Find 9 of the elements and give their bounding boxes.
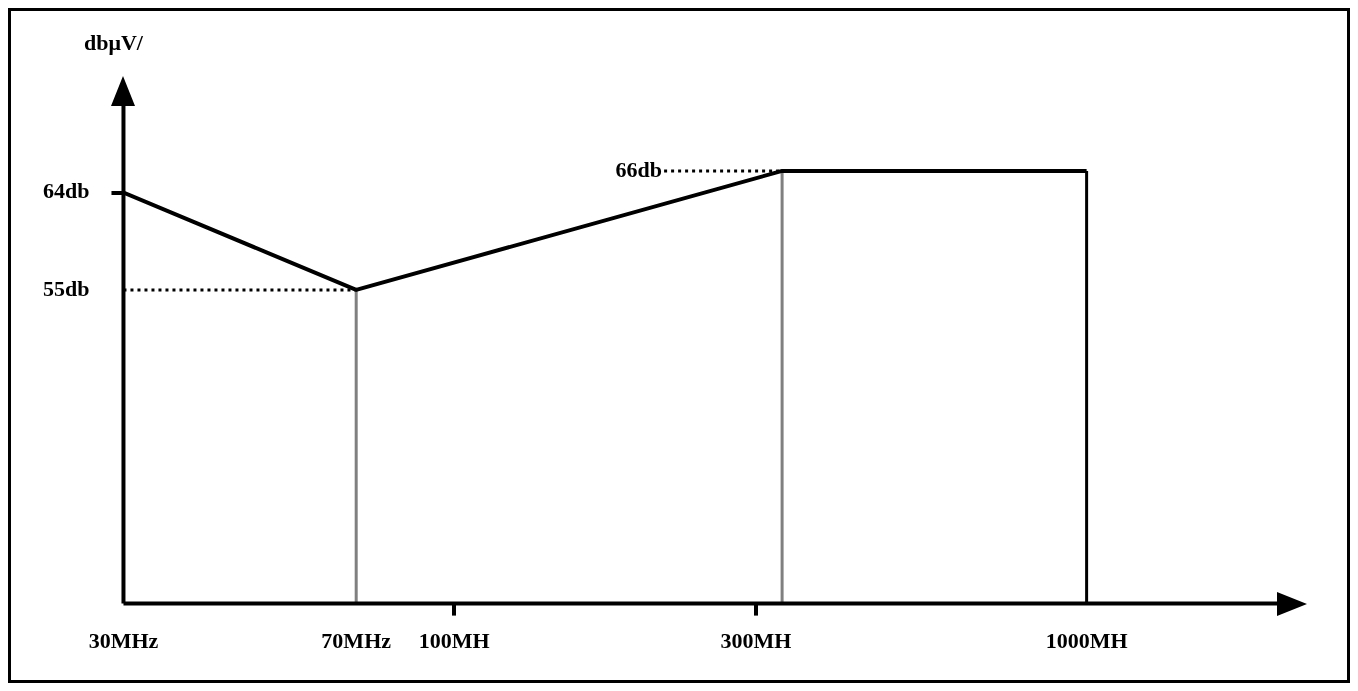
y-tick-label: 55db xyxy=(42,275,90,301)
annotation: 66db xyxy=(615,156,663,182)
x-tick-label: 70MHz xyxy=(321,628,392,654)
y-axis-title: dbμV/ xyxy=(83,29,144,55)
x-tick-label: 30MHz xyxy=(88,628,159,654)
x-tick-label: 300MH xyxy=(720,628,792,654)
x-tick-label: 100MH xyxy=(418,628,490,654)
y-tick-label: 64db xyxy=(42,178,90,204)
x-tick-label: 1000MH xyxy=(1045,628,1128,654)
